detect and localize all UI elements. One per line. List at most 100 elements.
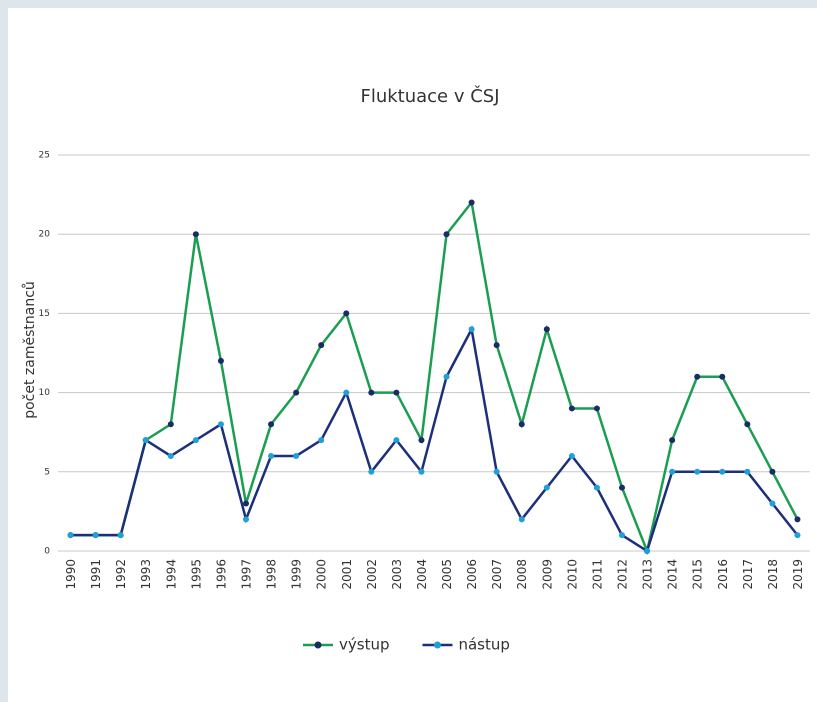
x-tick-label: 2018 <box>766 559 780 590</box>
data-point <box>669 437 676 444</box>
data-point <box>619 532 625 539</box>
x-tick-label: 1991 <box>89 559 103 590</box>
data-point <box>443 373 450 380</box>
x-tick-label: 1998 <box>265 559 279 590</box>
data-point <box>217 357 224 364</box>
data-point <box>794 516 801 523</box>
data-point <box>167 421 174 428</box>
data-point <box>568 452 575 459</box>
x-tick-label: 2006 <box>465 559 479 590</box>
x-tick-label: 2003 <box>390 559 404 590</box>
x-tick-label: 1994 <box>164 559 178 590</box>
data-point <box>468 326 475 333</box>
data-point <box>268 452 275 459</box>
data-point <box>117 532 124 539</box>
x-tick-label: 2001 <box>340 559 354 590</box>
series-line <box>70 325 799 553</box>
data-point <box>418 468 425 475</box>
data-point <box>343 389 350 396</box>
data-point <box>518 421 525 428</box>
x-tick-label: 1992 <box>114 559 128 590</box>
data-point <box>393 437 400 444</box>
x-tick-label: 2015 <box>691 559 705 590</box>
data-point <box>243 500 249 507</box>
x-tick-label: 2017 <box>741 559 755 590</box>
series-line <box>70 199 799 556</box>
x-tick-label: 2016 <box>716 559 730 590</box>
data-point <box>393 389 400 396</box>
x-tick-label: 1997 <box>240 559 254 590</box>
data-point <box>368 468 375 475</box>
y-tick-label: 25 <box>39 151 50 161</box>
data-point <box>493 468 500 475</box>
data-point <box>744 468 751 475</box>
data-point <box>343 310 350 317</box>
data-point <box>543 326 550 333</box>
y-tick-label: 20 <box>39 230 51 240</box>
x-tick-label: 2011 <box>590 559 604 590</box>
y-tick-label: 5 <box>44 467 50 477</box>
data-point <box>418 437 425 444</box>
data-point <box>518 516 525 523</box>
x-tick-label: 2002 <box>365 559 379 590</box>
data-point <box>794 532 801 539</box>
x-tick-label: 2012 <box>616 559 630 590</box>
data-point <box>543 484 550 491</box>
x-tick-label: 2014 <box>666 559 680 590</box>
legend-label: výstup <box>339 636 389 654</box>
data-point <box>243 516 249 523</box>
data-point <box>568 405 575 412</box>
panel <box>8 8 817 702</box>
legend-marker <box>433 641 441 649</box>
data-point <box>318 437 325 444</box>
data-point <box>192 231 199 238</box>
x-tick-label: 2008 <box>515 559 529 590</box>
data-point <box>217 421 224 428</box>
data-point <box>593 405 600 412</box>
data-point <box>493 342 500 349</box>
x-tick-label: 2009 <box>540 559 554 590</box>
x-tick-label: 1990 <box>64 559 78 590</box>
data-point <box>719 373 726 380</box>
data-point <box>293 452 300 459</box>
data-point <box>468 199 475 206</box>
x-tick-label: 2005 <box>440 559 454 590</box>
data-point <box>167 452 174 459</box>
legend-label: nástup <box>458 636 509 654</box>
data-point <box>293 389 300 396</box>
y-tick-label: 10 <box>39 388 51 398</box>
x-tick-label: 2019 <box>791 559 805 590</box>
data-point <box>268 421 275 428</box>
data-point <box>744 421 751 428</box>
data-point <box>142 437 149 444</box>
data-point <box>644 548 651 554</box>
data-point <box>694 468 701 475</box>
data-point <box>769 500 776 507</box>
y-axis-label: počet zaměstnanců <box>22 281 38 419</box>
data-point <box>719 468 726 475</box>
data-point <box>669 468 676 475</box>
x-tick-label: 1999 <box>290 559 304 590</box>
x-tick-label: 2004 <box>415 559 429 590</box>
x-tick-label: 1996 <box>214 559 228 590</box>
legend-marker <box>314 641 322 649</box>
x-tick-label: 2010 <box>565 559 579 590</box>
y-tick-label: 15 <box>39 309 50 319</box>
y-tick-label: 0 <box>44 547 50 557</box>
chart-title: Fluktuace v ČSJ <box>360 85 499 107</box>
data-point <box>593 484 600 491</box>
data-point <box>368 389 375 396</box>
data-point <box>92 532 99 539</box>
data-point <box>192 437 199 444</box>
data-point <box>318 342 325 349</box>
data-point <box>443 231 450 238</box>
data-point <box>619 484 625 491</box>
x-tick-label: 2013 <box>641 559 655 590</box>
x-tick-label: 2007 <box>490 559 504 590</box>
data-point <box>67 532 74 539</box>
data-point <box>769 468 776 475</box>
data-point <box>694 373 701 380</box>
x-tick-label: 2000 <box>315 559 329 590</box>
x-tick-label: 1993 <box>139 559 153 590</box>
